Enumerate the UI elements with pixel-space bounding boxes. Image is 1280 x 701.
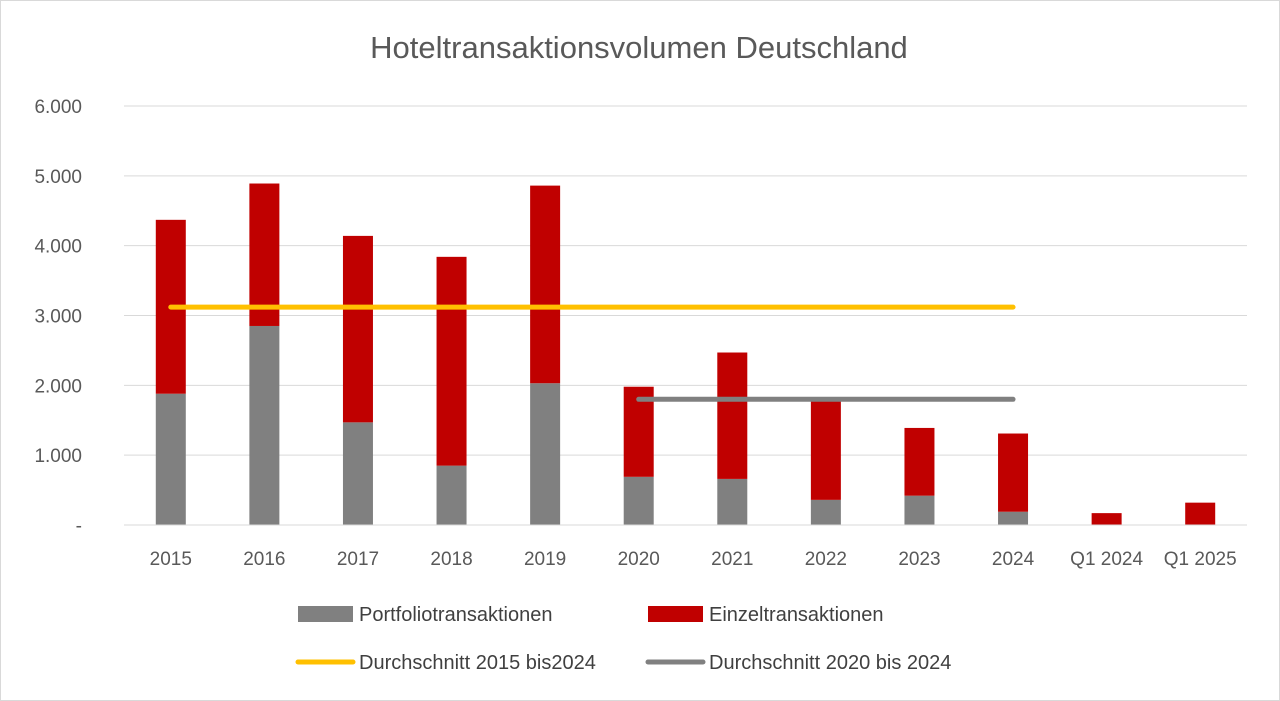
- legend-average-2015-2024-label: Durchschnitt 2015 bis2024: [359, 652, 596, 674]
- y-tick-label: -: [76, 516, 82, 537]
- bar-einzel: [810, 400, 841, 500]
- x-tick-label: 2017: [337, 549, 379, 570]
- bar-portfolio: [249, 325, 280, 525]
- bar-portfolio: [904, 495, 935, 525]
- bar-einzel: [530, 185, 561, 384]
- legend-portfolio-swatch: [298, 606, 353, 622]
- bar-portfolio: [155, 393, 186, 525]
- legend: Portfoliotransaktionen Einzeltransaktione…: [295, 604, 951, 674]
- bar-einzel: [717, 352, 748, 479]
- chart-title: Hoteltransaktionsvolumen Deutschland: [370, 30, 908, 65]
- y-tick-label: 4.000: [34, 237, 82, 258]
- bar-portfolio: [436, 465, 467, 525]
- legend-average-2020-2024-label: Durchschnitt 2020 bis 2024: [709, 652, 951, 674]
- bar-einzel: [342, 235, 373, 423]
- y-tick-label: 2.000: [34, 376, 82, 397]
- x-tick-label: 2020: [618, 549, 660, 570]
- x-tick-label: Q1 2025: [1164, 549, 1237, 570]
- x-tick-label: 2015: [150, 549, 192, 570]
- bar-einzel: [249, 183, 280, 326]
- x-tick-label: 2018: [430, 549, 472, 570]
- x-tick-label: 2023: [898, 549, 940, 570]
- y-tick-label: 5.000: [34, 167, 82, 188]
- y-axis: - 1.000 2.000 3.000 4.000 5.000 6.000: [34, 97, 82, 537]
- x-tick-label: Q1 2024: [1070, 549, 1143, 570]
- x-tick-label: 2022: [805, 549, 847, 570]
- y-tick-label: 6.000: [34, 97, 82, 118]
- bar-einzel: [1185, 502, 1216, 525]
- bar-portfolio: [717, 478, 748, 525]
- y-tick-label: 1.000: [34, 446, 82, 467]
- bar-portfolio: [623, 476, 654, 525]
- reference-lines: [168, 304, 1016, 402]
- bar-portfolio: [998, 511, 1029, 525]
- legend-einzel-swatch: [648, 606, 703, 622]
- bar-einzel: [998, 433, 1029, 512]
- legend-einzel-label: Einzeltransaktionen: [709, 604, 884, 626]
- bar-einzel: [436, 256, 467, 466]
- bar-portfolio: [530, 383, 561, 525]
- bar-einzel: [904, 427, 935, 496]
- gridlines: [124, 105, 1247, 526]
- bars: [155, 183, 1216, 525]
- y-tick-label: 3.000: [34, 307, 82, 328]
- x-axis: 2015 2016 2017 2018 2019 2020 2021 2022 2023 2024…: [124, 524, 1247, 570]
- x-tick-label: 2019: [524, 549, 566, 570]
- x-tick-label: 2021: [711, 549, 753, 570]
- bar-einzel: [1091, 513, 1122, 525]
- bar-portfolio: [810, 499, 841, 525]
- x-tick-label: 2016: [243, 549, 285, 570]
- bar-portfolio: [342, 422, 373, 525]
- legend-portfolio-label: Portfoliotransaktionen: [359, 604, 552, 626]
- x-tick-label: 2024: [992, 549, 1035, 570]
